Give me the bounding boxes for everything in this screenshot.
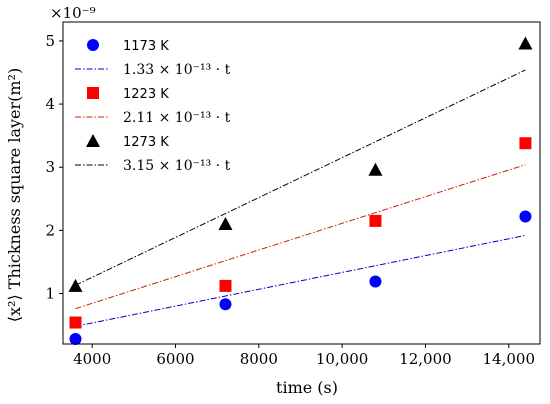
data-point-1-2 bbox=[369, 214, 382, 227]
y-tick-label: 2 bbox=[45, 221, 55, 239]
data-point-1-0 bbox=[69, 316, 82, 329]
data-point-1-3 bbox=[519, 137, 532, 150]
y-axis-label: ⟨x²⟩ Thickness square layer(m²) bbox=[5, 68, 24, 322]
fit-line-1 bbox=[75, 164, 526, 310]
data-point-0-1 bbox=[219, 298, 232, 311]
legend-label-0: 1173 K bbox=[123, 39, 169, 54]
x-tick-label: 10,000 bbox=[316, 350, 369, 368]
y-tick-label: 1 bbox=[45, 284, 55, 302]
legend-marker-0 bbox=[87, 39, 99, 51]
legend-label-2: 1273 K bbox=[123, 135, 169, 150]
legend-marker-2 bbox=[86, 134, 100, 147]
x-axis-label: time (s) bbox=[276, 378, 338, 397]
x-tick-label: 4000 bbox=[73, 350, 111, 368]
legend-fit-label-0: 1.33 × 10⁻¹³ · t bbox=[123, 62, 231, 78]
legend: 1173 K 1.33 × 10⁻¹³ · t 1223 K 2.11 × 10⁻¹³… bbox=[75, 39, 231, 174]
data-point-2-3 bbox=[518, 36, 533, 50]
axes: 4000 6000 8000 10,000 12,000 14,000 1 2 3 4 5 bbox=[45, 21, 541, 368]
fit-line-2 bbox=[75, 69, 526, 286]
fit-lines bbox=[75, 69, 526, 327]
y-tick-label: 3 bbox=[45, 158, 55, 176]
legend-fit-label-1: 2.11 × 10⁻¹³ · t bbox=[123, 110, 231, 126]
data-point-2-1 bbox=[218, 217, 233, 231]
x-tick-label: 12,000 bbox=[399, 350, 452, 368]
y-tick-label: 5 bbox=[45, 32, 55, 50]
data-point-0-3 bbox=[519, 210, 532, 223]
data-markers bbox=[68, 36, 533, 345]
x-tick-label: 6000 bbox=[156, 350, 194, 368]
x-tick-label: 14,000 bbox=[483, 350, 536, 368]
data-point-0-2 bbox=[369, 275, 382, 288]
plot-frame bbox=[62, 21, 541, 345]
data-point-2-0 bbox=[68, 278, 83, 292]
legend-marker-1 bbox=[87, 87, 99, 99]
legend-fit-label-2: 3.15 × 10⁻¹³ · t bbox=[123, 158, 231, 174]
fit-line-0 bbox=[75, 234, 526, 327]
y-tick-label: 4 bbox=[45, 95, 55, 113]
data-point-2-2 bbox=[368, 162, 383, 176]
data-point-0-0 bbox=[69, 332, 82, 345]
x-tick-label: 8000 bbox=[240, 350, 278, 368]
data-point-1-1 bbox=[219, 279, 232, 292]
legend-label-1: 1223 K bbox=[123, 87, 169, 102]
y-axis-multiplier: ×10⁻⁹ bbox=[50, 4, 96, 22]
